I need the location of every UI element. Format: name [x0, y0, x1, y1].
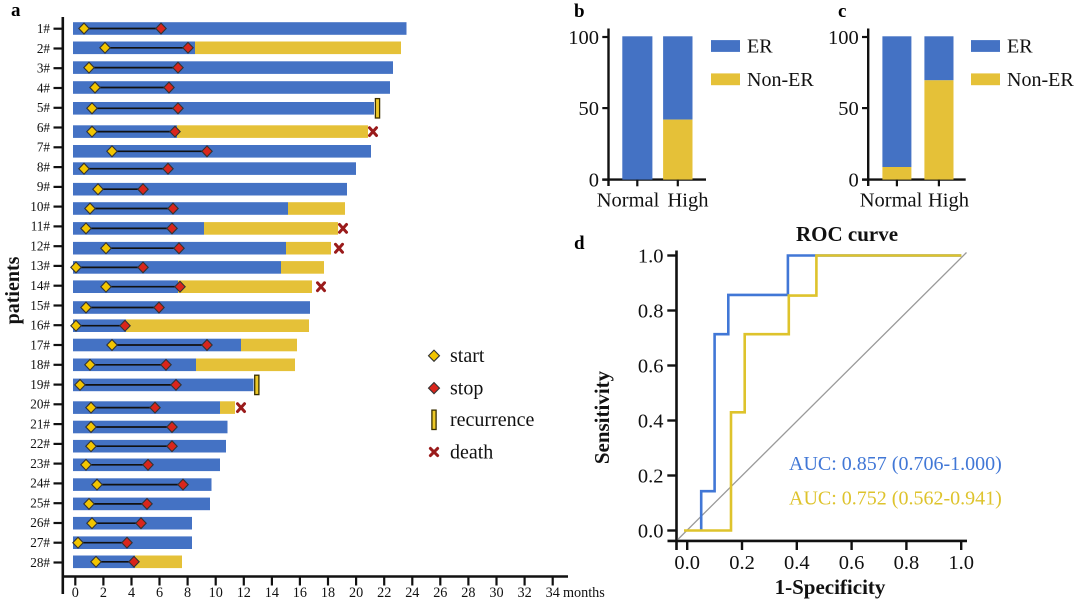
- svg-text:death: death: [450, 442, 493, 464]
- svg-text:30: 30: [489, 585, 503, 601]
- svg-text:months: months: [563, 585, 605, 601]
- svg-text:17#: 17#: [30, 337, 50, 352]
- svg-text:High: High: [928, 190, 969, 212]
- svg-text:1#: 1#: [37, 21, 51, 36]
- svg-text:6#: 6#: [37, 120, 51, 135]
- svg-text:10: 10: [209, 585, 223, 601]
- svg-text:3#: 3#: [37, 61, 51, 76]
- svg-text:0.2: 0.2: [638, 466, 664, 488]
- svg-text:27#: 27#: [30, 535, 50, 550]
- svg-text:2#: 2#: [37, 41, 51, 56]
- svg-text:11#: 11#: [31, 219, 51, 234]
- svg-text:22: 22: [377, 585, 391, 601]
- svg-text:22#: 22#: [30, 436, 50, 451]
- svg-text:23#: 23#: [30, 456, 50, 471]
- svg-text:2: 2: [100, 585, 107, 601]
- svg-text:AUC: 0.857 (0.706-1.000): AUC: 0.857 (0.706-1.000): [789, 453, 1002, 475]
- svg-text:50: 50: [838, 98, 859, 120]
- svg-text:0.6: 0.6: [638, 356, 664, 378]
- svg-text:13#: 13#: [30, 258, 50, 273]
- svg-text:0.8: 0.8: [638, 301, 664, 323]
- svg-text:21#: 21#: [30, 416, 50, 431]
- svg-text:Non-ER: Non-ER: [747, 69, 814, 91]
- svg-text:25#: 25#: [30, 496, 50, 511]
- svg-text:1.0: 1.0: [638, 246, 664, 268]
- svg-text:0.6: 0.6: [839, 552, 865, 574]
- svg-text:100: 100: [828, 27, 859, 49]
- svg-text:24: 24: [405, 585, 419, 601]
- svg-text:20: 20: [349, 585, 363, 601]
- svg-text:stop: stop: [450, 378, 483, 400]
- svg-text:12: 12: [237, 585, 251, 601]
- svg-text:9#: 9#: [37, 179, 51, 194]
- svg-text:patients: patients: [2, 256, 24, 324]
- svg-text:ER: ER: [1007, 36, 1033, 58]
- svg-text:start: start: [450, 345, 485, 367]
- svg-text:5#: 5#: [37, 100, 51, 115]
- svg-text:0.0: 0.0: [674, 552, 700, 574]
- svg-text:10#: 10#: [30, 199, 50, 214]
- svg-text:0.4: 0.4: [638, 411, 664, 433]
- svg-text:0: 0: [848, 170, 858, 192]
- svg-text:26: 26: [433, 585, 447, 601]
- svg-text:1.0: 1.0: [948, 552, 974, 574]
- svg-text:7#: 7#: [37, 140, 51, 155]
- svg-text:32: 32: [518, 585, 532, 601]
- svg-text:28: 28: [461, 585, 475, 601]
- svg-text:Normal: Normal: [597, 190, 660, 212]
- svg-text:26#: 26#: [30, 515, 50, 530]
- svg-text:0.4: 0.4: [784, 552, 810, 574]
- svg-text:18: 18: [321, 585, 335, 601]
- svg-text:Sensitivity: Sensitivity: [590, 370, 614, 464]
- svg-text:0.8: 0.8: [894, 552, 920, 574]
- svg-text:AUC: 0.752 (0.562-0.941): AUC: 0.752 (0.562-0.941): [789, 488, 1002, 510]
- svg-text:4: 4: [128, 585, 135, 601]
- svg-text:0: 0: [589, 170, 599, 192]
- svg-text:50: 50: [579, 98, 600, 120]
- svg-text:16#: 16#: [30, 318, 50, 333]
- svg-text:34: 34: [546, 585, 560, 601]
- svg-text:24#: 24#: [30, 476, 50, 491]
- svg-text:6: 6: [156, 585, 163, 601]
- svg-text:28#: 28#: [30, 555, 50, 570]
- svg-text:8#: 8#: [37, 159, 51, 174]
- svg-text:Non-ER: Non-ER: [1007, 69, 1074, 91]
- svg-text:16: 16: [293, 585, 307, 601]
- svg-text:0.2: 0.2: [729, 552, 755, 574]
- svg-text:0: 0: [72, 585, 79, 601]
- svg-text:8: 8: [184, 585, 191, 601]
- svg-text:4#: 4#: [37, 80, 51, 95]
- svg-text:c: c: [838, 1, 846, 22]
- svg-text:Normal: Normal: [860, 190, 923, 212]
- svg-text:ER: ER: [747, 36, 773, 58]
- svg-text:100: 100: [568, 27, 599, 49]
- svg-text:18#: 18#: [30, 357, 50, 372]
- svg-text:14: 14: [265, 585, 279, 601]
- svg-text:12#: 12#: [30, 239, 50, 254]
- svg-text:a: a: [11, 0, 21, 21]
- svg-text:d: d: [574, 233, 585, 254]
- svg-text:High: High: [668, 190, 709, 212]
- svg-text:15#: 15#: [30, 298, 50, 313]
- svg-text:recurrence: recurrence: [450, 409, 534, 431]
- svg-text:0.0: 0.0: [638, 521, 664, 543]
- svg-text:ROC curve: ROC curve: [796, 222, 898, 246]
- svg-text:19#: 19#: [30, 377, 50, 392]
- svg-text:1-Specificity: 1-Specificity: [775, 575, 886, 599]
- svg-text:20#: 20#: [30, 397, 50, 412]
- svg-text:14#: 14#: [30, 278, 50, 293]
- svg-text:b: b: [574, 1, 585, 22]
